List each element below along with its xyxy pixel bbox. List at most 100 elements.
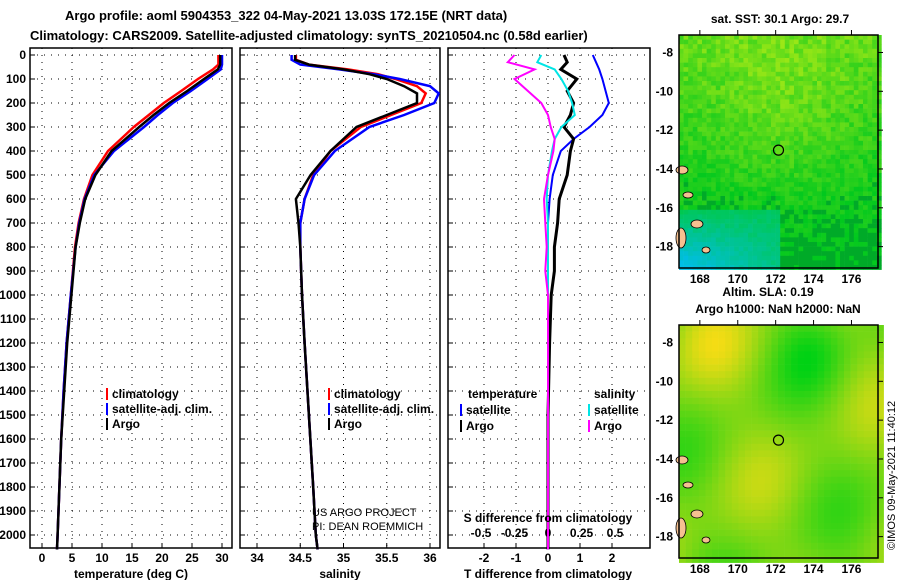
sst-map-cell: [743, 145, 749, 151]
sla-map-cell: [771, 556, 779, 563]
sla-map-cell: [698, 391, 706, 398]
sla-map-cell: [712, 542, 719, 550]
sst-map-cell: [872, 140, 878, 146]
sst-map-cell: [784, 99, 790, 105]
sst-map-cell: [702, 237, 707, 243]
sst-map-cell: [734, 168, 740, 174]
sla-map-cell: [804, 371, 812, 379]
sst-map-cell: [771, 163, 776, 169]
sst-map-cell: [748, 67, 753, 73]
sst-map-cell: [692, 140, 698, 146]
sla-map-cell: [738, 490, 746, 497]
sst-map-cell: [720, 71, 726, 77]
sla-map-cell: [771, 523, 779, 530]
sla-map-xtick-label: 168: [690, 562, 710, 576]
sla-map-cell: [692, 344, 700, 352]
sla-map-cell: [718, 457, 726, 464]
sst-map-cell: [697, 44, 703, 50]
sst-map-cell: [715, 168, 721, 174]
sst-map-cell: [863, 214, 868, 220]
sst-map-cell: [692, 196, 698, 201]
sst-map-cell: [807, 39, 813, 45]
sst-map-cell: [849, 242, 855, 247]
sst-map-cell: [853, 205, 859, 211]
sst-map-cell: [679, 58, 684, 63]
sst-map-cell: [757, 117, 763, 123]
sla-map-cell: [863, 457, 871, 464]
sla-map-cell: [731, 344, 739, 352]
difference-panel-xtick-label: 2: [609, 551, 616, 565]
sst-map-cell: [766, 223, 772, 229]
sst-map-cell: [683, 108, 689, 114]
sla-map-cell: [731, 549, 739, 557]
sst-map-cell: [817, 163, 822, 169]
sst-map-cell: [849, 196, 855, 201]
sla-map-cell: [698, 516, 706, 524]
sla-map-cell: [685, 556, 693, 563]
sst-map-cell: [757, 214, 763, 220]
sst-map-cell: [798, 127, 804, 132]
sst-map-cell: [853, 168, 859, 174]
sla-map-cell: [784, 443, 792, 451]
sst-map-cell: [826, 131, 832, 137]
sst-map-cell: [711, 242, 717, 247]
sst-map-cell: [725, 85, 730, 91]
sla-map-cell: [844, 542, 851, 550]
sst-map-cell: [798, 182, 804, 188]
sst-map-cell: [840, 154, 845, 160]
sla-map-cell: [771, 437, 779, 445]
sst-map-cell: [789, 117, 795, 123]
sst-map-cell: [863, 76, 868, 82]
sst-map-cell: [826, 117, 832, 123]
sla-map-cell: [771, 463, 779, 471]
sst-map-cell: [757, 168, 763, 174]
sst-map-cell: [720, 214, 726, 220]
sla-map-cell: [850, 397, 858, 405]
sla-map-cell: [712, 417, 719, 425]
sst-map-cell: [789, 214, 795, 220]
sst-map-cell: [702, 154, 707, 160]
sla-map-cell: [830, 503, 838, 511]
sst-map-cell: [761, 205, 767, 211]
sst-map-cell: [844, 53, 850, 59]
sst-map-cell: [872, 168, 878, 174]
sst-map-cell: [683, 85, 689, 91]
sst-map-cell: [863, 39, 868, 45]
sst-map-cell: [784, 205, 790, 211]
sla-map-cell: [791, 549, 799, 557]
sst-map-cell: [794, 251, 799, 257]
sst-map-cell: [734, 232, 740, 238]
ytick-label-1700: 1700: [0, 456, 26, 470]
temperature-panel-xtick-label: 0: [39, 551, 46, 565]
sst-map-cell: [743, 71, 749, 77]
sla-map-cell: [705, 410, 713, 418]
sst-map-cell: [692, 71, 698, 77]
sla-map-cell: [817, 503, 825, 511]
sst-map-cell: [817, 214, 822, 220]
sst-map-cell: [817, 255, 822, 261]
sst-map-cell: [876, 48, 882, 54]
sst-map-cell: [784, 35, 790, 40]
sst-map-cell: [761, 81, 767, 86]
sla-map-cell: [817, 516, 825, 524]
sst-map-cell: [863, 228, 868, 234]
sla-map-cell: [850, 424, 858, 431]
sst-map-cell: [757, 260, 763, 266]
sst-map-cell: [807, 122, 813, 128]
sla-map-cell: [771, 351, 779, 359]
sst-map-cell: [849, 81, 855, 86]
sst-map-island: [675, 227, 687, 249]
sla-map-cell: [718, 536, 726, 544]
sla-map-cell: [797, 529, 805, 537]
sst-map-cell: [803, 39, 809, 45]
sst-map-cell: [729, 150, 735, 155]
sla-map-cell: [679, 364, 686, 372]
sla-map-cell: [857, 463, 865, 471]
sst-map-cell: [826, 251, 832, 257]
sst-map-cell: [720, 122, 726, 128]
sst-map-cell: [835, 140, 841, 146]
ytick-label-1200: 1200: [0, 336, 26, 350]
temperature-legend-0-swatch: [106, 388, 108, 400]
sst-map-cell: [826, 44, 832, 50]
sst-map-cell: [766, 117, 772, 123]
